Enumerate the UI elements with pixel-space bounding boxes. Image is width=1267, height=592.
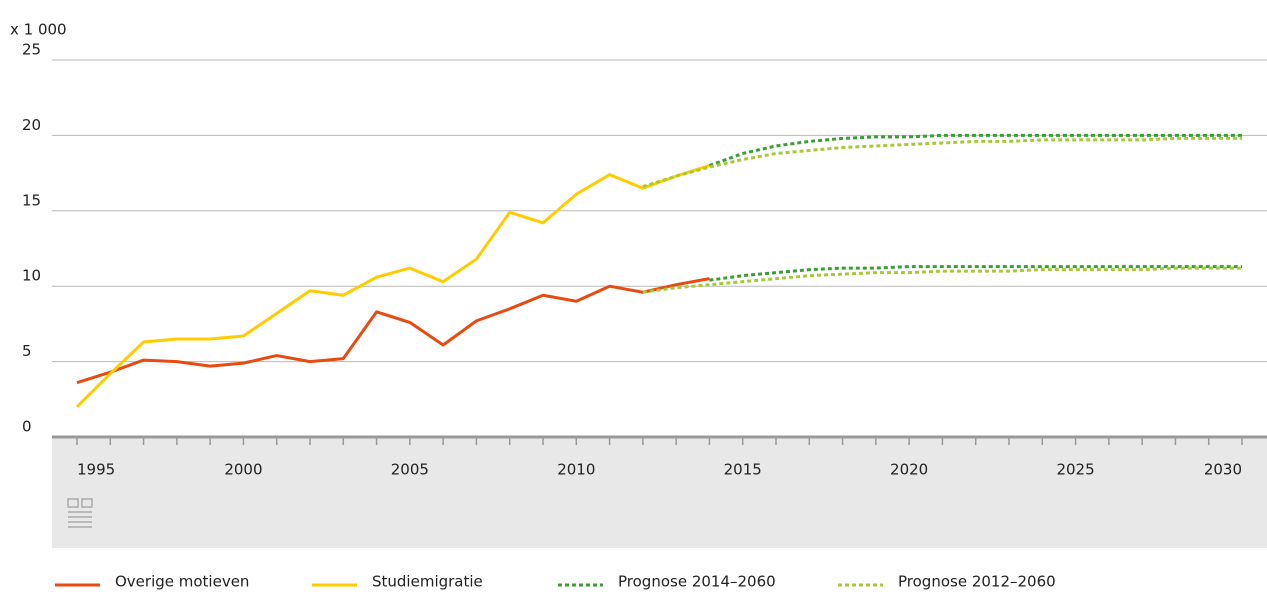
y-tick-label: 15 <box>22 191 41 209</box>
x-tick-label: 2025 <box>1056 461 1094 479</box>
x-tick-label: 2010 <box>557 461 595 479</box>
legend-label: Prognose 2012–2060 <box>898 573 1056 591</box>
legend-label: Studiemigratie <box>372 573 483 591</box>
x-tick-label: 2015 <box>724 461 762 479</box>
x-tick-label: 2030 <box>1204 461 1242 479</box>
y-tick-label: 5 <box>22 342 32 360</box>
y-tick-label: 0 <box>22 418 32 436</box>
y-tick-label: 25 <box>22 41 41 59</box>
series-line <box>76 277 710 385</box>
logo <box>67 498 93 528</box>
x-tick-label: 1995 <box>77 461 115 479</box>
series-line <box>75 164 710 408</box>
y-tick-label: 10 <box>22 267 41 285</box>
series-line <box>709 265 1242 282</box>
series-line <box>642 266 1242 294</box>
legend-label: Overige motieven <box>115 573 249 591</box>
x-tick-label: 2000 <box>224 461 262 479</box>
series-line <box>708 133 1242 167</box>
unit-label: x 1 000 <box>10 21 67 39</box>
y-tick-label: 20 <box>22 116 41 134</box>
series-line <box>642 136 1242 189</box>
x-tick-label: 2005 <box>391 461 429 479</box>
legend-label: Prognose 2014–2060 <box>618 573 776 591</box>
x-tick-label: 2020 <box>890 461 928 479</box>
axis-band <box>52 437 1267 548</box>
